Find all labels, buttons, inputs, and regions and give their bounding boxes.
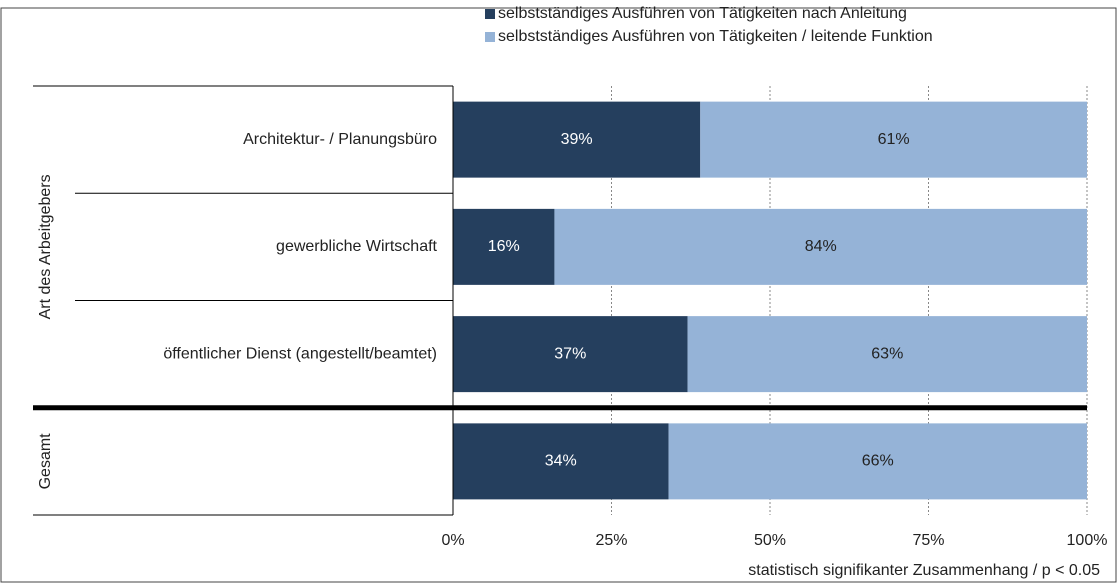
value-label: 34% <box>545 453 577 470</box>
bar-segment <box>453 423 669 500</box>
note: statistisch signifikanter Zusammenhang /… <box>748 562 1100 579</box>
bar-segment <box>453 101 701 178</box>
group-label: Art des Arbeitgebers <box>37 174 54 319</box>
value-label: 84% <box>805 238 837 255</box>
x-tick-label: 50% <box>754 532 786 549</box>
legend-swatch <box>485 9 495 19</box>
value-label: 39% <box>561 131 593 148</box>
legend-label: selbstständiges Ausführen von Tätigkeite… <box>498 28 933 45</box>
category-label: gewerbliche Wirtschaft <box>276 238 438 255</box>
category-label: öffentlicher Dienst (angestellt/beamtet) <box>163 345 437 362</box>
frame <box>0 7 1117 583</box>
legend-label: selbstständiges Ausführen von Tätigkeite… <box>498 5 907 22</box>
bar-segment <box>554 208 1087 285</box>
x-tick-label: 75% <box>912 532 944 549</box>
bar-segment <box>687 316 1087 393</box>
legend-swatch <box>485 32 495 42</box>
group-label: Gesamt <box>37 433 54 490</box>
value-label: 37% <box>554 345 586 362</box>
x-tick-label: 100% <box>1067 532 1108 549</box>
value-label: 61% <box>878 131 910 148</box>
bar-segment <box>700 101 1087 178</box>
x-tick-label: 25% <box>595 532 627 549</box>
value-label: 63% <box>871 345 903 362</box>
value-label: 16% <box>488 238 520 255</box>
category-label: Architektur- / Planungsbüro <box>243 131 437 148</box>
bar-segment <box>453 208 555 285</box>
bar-segment <box>668 423 1087 500</box>
bar-segment <box>453 316 688 393</box>
x-tick-label: 0% <box>441 532 464 549</box>
value-label: 66% <box>862 453 894 470</box>
